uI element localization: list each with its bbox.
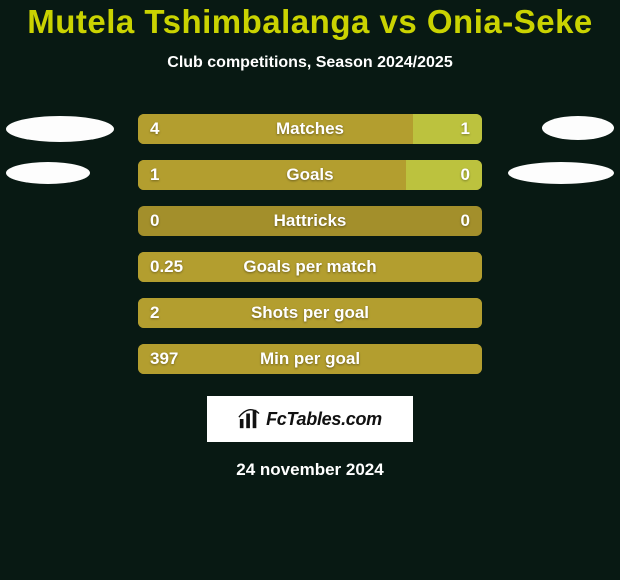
stat-bar: 397Min per goal xyxy=(138,344,482,374)
comparison-card: Mutela Tshimbalanga vs Onia-Seke Club co… xyxy=(0,0,620,580)
stat-row: 2Shots per goal xyxy=(0,298,620,328)
player-marker-left xyxy=(6,162,90,184)
stats-list: 41Matches 10Goals 00Hattricks 0.25Goals per… xyxy=(0,114,620,374)
page-title: Mutela Tshimbalanga vs Onia-Seke xyxy=(0,4,620,40)
bar-chart-icon xyxy=(238,408,260,430)
player-marker-right xyxy=(542,116,614,140)
stat-row: 10Goals xyxy=(0,160,620,190)
player-marker-left xyxy=(6,116,114,142)
stat-label: Matches xyxy=(138,114,482,144)
stat-bar: 00Hattricks xyxy=(138,206,482,236)
stat-bar: 41Matches xyxy=(138,114,482,144)
logo-text: FcTables.com xyxy=(266,409,382,430)
stat-bar: 2Shots per goal xyxy=(138,298,482,328)
stat-row: 00Hattricks xyxy=(0,206,620,236)
stat-label: Hattricks xyxy=(138,206,482,236)
logo-badge: FcTables.com xyxy=(207,396,413,442)
footer-date: 24 november 2024 xyxy=(0,460,620,480)
stat-row: 41Matches xyxy=(0,114,620,144)
page-subtitle: Club competitions, Season 2024/2025 xyxy=(0,54,620,72)
stat-bar: 10Goals xyxy=(138,160,482,190)
stat-row: 0.25Goals per match xyxy=(0,252,620,282)
stat-bar: 0.25Goals per match xyxy=(138,252,482,282)
stat-label: Min per goal xyxy=(138,344,482,374)
player-marker-right xyxy=(508,162,614,184)
stat-label: Shots per goal xyxy=(138,298,482,328)
stat-row: 397Min per goal xyxy=(0,344,620,374)
stat-label: Goals xyxy=(138,160,482,190)
stat-label: Goals per match xyxy=(138,252,482,282)
